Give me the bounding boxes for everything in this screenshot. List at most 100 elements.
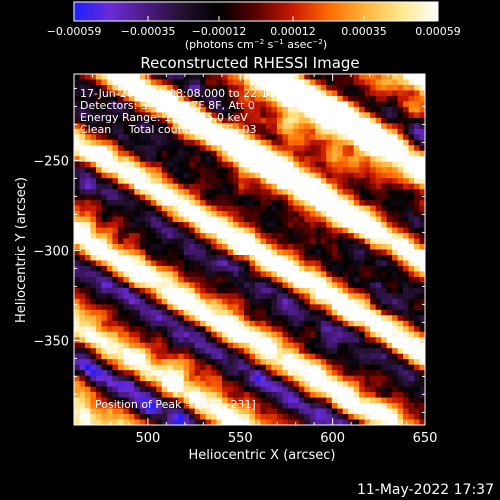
heatmap-cell [309,79,316,86]
heatmap-cell [287,309,294,316]
heatmap-cell [254,342,262,349]
heatmap-cell [167,353,174,360]
heatmap-cell [293,337,300,344]
heatmap-cell [128,397,135,404]
heatmap-cell [112,178,119,185]
heatmap-cell [337,200,344,207]
heatmap-cell [298,216,305,223]
heatmap-cell [222,320,229,327]
heatmap-cell [364,348,371,355]
heatmap-cell [381,408,388,415]
heatmap-cell [403,211,410,218]
heatmap-cell [244,139,251,146]
heatmap-cell [276,414,283,421]
heatmap-cell [331,287,338,294]
heatmap-cell [156,309,163,316]
heatmap-cell [265,276,273,283]
heatmap-cell [222,167,229,174]
heatmap-cell [370,287,377,294]
heatmap-cell [309,419,316,425]
heatmap-cell [348,244,355,251]
heatmap-cell [408,315,415,322]
heatmap-cell [178,238,185,245]
heatmap-cell [101,408,108,415]
heatmap-cell [205,419,212,425]
heatmap-cell [134,304,141,311]
heatmap-cell [375,359,382,366]
heatmap-cell [304,375,311,382]
heatmap-cell [95,386,103,393]
heatmap-cell [282,326,289,333]
heatmap-cell [348,287,355,294]
heatmap-cell [348,84,355,92]
heatmap-cell [161,128,168,135]
heatmap-cell [298,95,305,103]
heatmap-cell [293,106,300,113]
heatmap-cell [315,337,322,344]
heatmap-cell [249,397,256,404]
heatmap-cell [408,79,415,86]
heatmap-cell [419,233,425,240]
heatmap-cell [276,178,283,185]
heatmap-cell [161,200,168,207]
heatmap-cell [200,189,207,196]
heatmap-cell [315,309,322,316]
heatmap-cell [364,249,371,256]
heatmap-cell [403,309,410,316]
heatmap-cell [271,392,278,399]
heatmap-cell [205,238,212,245]
heatmap-cell [254,249,262,256]
heatmap-cell [403,161,410,168]
heatmap-cell [375,84,382,92]
heatmap-cell [238,172,245,179]
heatmap-cell [375,282,382,289]
heatmap-cell [150,397,157,404]
heatmap-cell [233,189,240,196]
heatmap-cell [95,276,103,283]
heatmap-cell [375,183,382,190]
heatmap-cell [117,414,124,421]
heatmap-cell [112,381,119,388]
heatmap-cell [172,353,179,360]
heatmap-cell [183,101,190,108]
heatmap-cell [260,134,267,141]
heatmap-cell [211,84,218,92]
heatmap-cell [178,112,185,119]
heatmap-cell [342,79,349,86]
heatmap-cell [161,161,168,168]
heatmap-cell [331,276,338,283]
heatmap-cell [216,265,223,273]
heatmap-cell [370,79,377,86]
heatmap-cell [392,211,399,218]
heatmap-cell [183,90,190,97]
heatmap-cell [112,386,119,393]
heatmap-cell [74,211,81,218]
heatmap-cell [249,414,256,421]
heatmap-cell [106,260,113,267]
heatmap-cell [178,331,185,338]
heatmap-cell [342,414,349,421]
heatmap-cell [139,403,146,410]
heatmap-cell [156,101,163,108]
heatmap-cell [227,254,234,262]
heatmap-cell [134,183,141,190]
heatmap-cell [172,370,179,377]
heatmap-cell [326,287,333,294]
heatmap-cell [84,79,92,86]
heatmap-cell [134,419,141,425]
heatmap-cell [178,309,185,316]
heatmap-cell [222,183,229,190]
heatmap-cell [123,95,130,103]
heatmap-cell [194,222,201,229]
heatmap-cell [172,238,179,245]
heatmap-cell [216,276,223,283]
heatmap-cell [408,309,415,316]
heatmap-cell [381,222,388,229]
heatmap-cell [79,205,86,212]
heatmap-cell [381,90,388,97]
heatmap-cell [216,101,223,108]
heatmap-cell [167,200,174,207]
heatmap-cell [178,189,185,196]
heatmap-cell [408,342,415,349]
heatmap-cell [95,134,103,141]
